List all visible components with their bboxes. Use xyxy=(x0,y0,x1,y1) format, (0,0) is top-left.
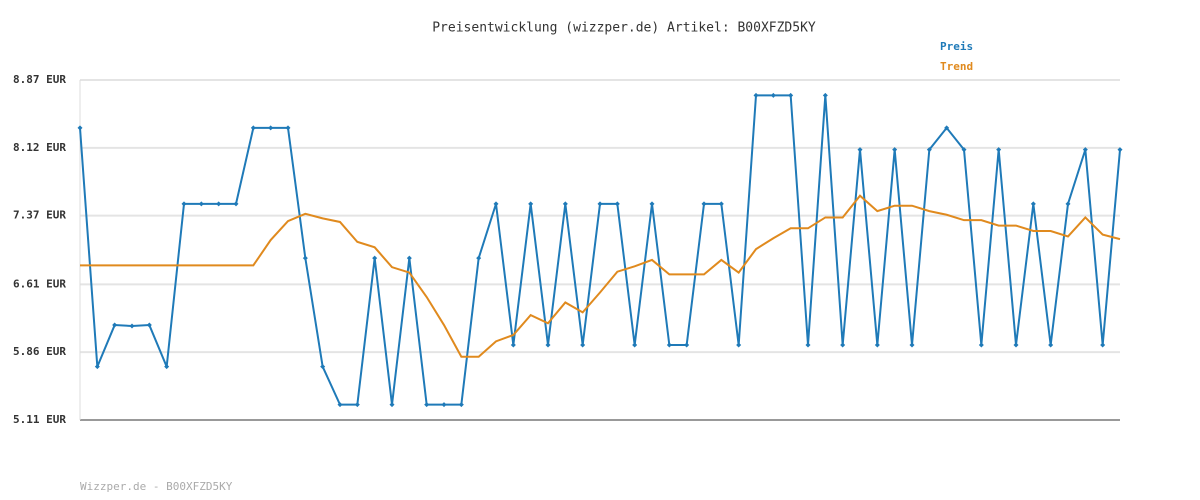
point-marker xyxy=(736,342,742,348)
point-marker xyxy=(822,92,828,98)
point-marker xyxy=(250,125,256,131)
point-marker xyxy=(926,147,932,153)
point-marker xyxy=(337,402,343,408)
point-marker xyxy=(181,201,187,207)
point-marker xyxy=(493,201,499,207)
point-marker xyxy=(320,364,326,370)
y-tick-label: 5.86 EUR xyxy=(13,345,66,358)
point-marker xyxy=(892,147,898,153)
point-marker xyxy=(129,323,135,329)
point-marker xyxy=(788,92,794,98)
point-marker xyxy=(1048,342,1054,348)
point-marker xyxy=(216,201,222,207)
point-marker xyxy=(354,402,360,408)
point-marker xyxy=(996,147,1002,153)
point-marker xyxy=(1100,342,1106,348)
point-marker xyxy=(1082,147,1088,153)
point-marker xyxy=(909,342,915,348)
point-marker xyxy=(268,125,274,131)
point-marker xyxy=(840,342,846,348)
point-marker xyxy=(666,342,672,348)
y-tick-label: 8.12 EUR xyxy=(13,141,66,154)
point-marker xyxy=(441,402,447,408)
point-marker xyxy=(94,364,100,370)
point-marker xyxy=(857,147,863,153)
point-marker xyxy=(874,342,880,348)
point-marker xyxy=(770,92,776,98)
y-tick-label: 7.37 EUR xyxy=(13,209,66,222)
point-marker xyxy=(961,147,967,153)
point-marker xyxy=(562,201,568,207)
point-marker xyxy=(424,402,430,408)
point-marker xyxy=(372,255,378,261)
point-marker xyxy=(1117,147,1123,153)
point-marker xyxy=(545,342,551,348)
point-marker xyxy=(1013,342,1019,348)
point-marker xyxy=(649,201,655,207)
point-marker xyxy=(614,201,620,207)
point-marker xyxy=(476,255,482,261)
point-marker xyxy=(580,342,586,348)
point-marker xyxy=(597,201,603,207)
point-marker xyxy=(112,322,118,328)
point-marker xyxy=(285,125,291,131)
point-marker xyxy=(198,201,204,207)
point-marker xyxy=(458,402,464,408)
point-marker xyxy=(805,342,811,348)
point-marker xyxy=(302,255,308,261)
point-marker xyxy=(528,201,534,207)
point-marker xyxy=(406,255,412,261)
series-line xyxy=(79,94,1121,406)
y-tick-label: 6.61 EUR xyxy=(13,277,66,290)
series-line xyxy=(80,194,1121,358)
point-marker xyxy=(684,342,690,348)
chart-title: Preisentwicklung (wizzper.de) Artikel: B… xyxy=(432,21,816,36)
point-marker xyxy=(164,364,170,370)
y-tick-label: 5.11 EUR xyxy=(13,413,66,426)
point-marker xyxy=(701,201,707,207)
point-marker xyxy=(510,342,516,348)
point-marker xyxy=(233,201,239,207)
legend-label: Trend xyxy=(940,60,973,73)
point-marker xyxy=(753,92,759,98)
point-marker xyxy=(389,402,395,408)
point-marker xyxy=(77,125,83,131)
point-marker xyxy=(1065,201,1071,207)
point-marker xyxy=(146,322,152,328)
point-marker xyxy=(944,125,950,131)
point-marker xyxy=(718,201,724,207)
y-tick-label: 8.87 EUR xyxy=(13,73,66,86)
point-marker xyxy=(978,342,984,348)
point-marker xyxy=(1030,201,1036,207)
footer: Wizzper.de - B00XFZD5KY xyxy=(80,480,233,493)
point-marker xyxy=(632,342,638,348)
legend-label: Preis xyxy=(940,40,973,53)
